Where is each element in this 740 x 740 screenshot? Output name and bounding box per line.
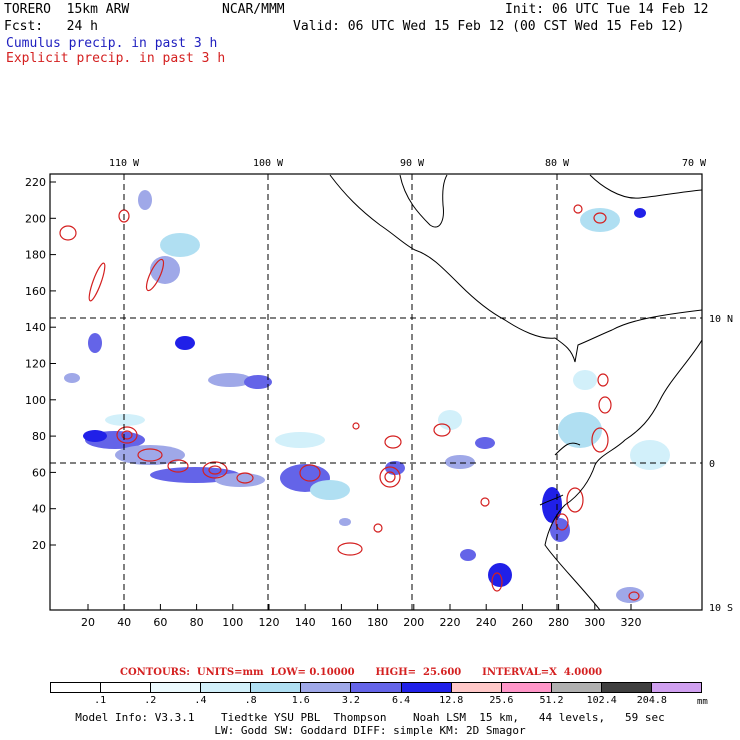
longitude-labels: 110 W 100 W 90 W 80 W 70 W xyxy=(109,158,707,169)
y-tick-label: 40 xyxy=(32,503,46,516)
y-axis-ticks: 220 200 180 160 140 120 100 80 60 40 20 xyxy=(25,176,56,552)
x-tick-label: 280 xyxy=(548,616,569,629)
color-scale-label: .4 xyxy=(194,695,207,706)
latitude-label: 0 xyxy=(709,459,715,470)
color-scale-swatch xyxy=(651,683,702,692)
explicit-precip-contours xyxy=(59,204,640,601)
color-scale-swatch xyxy=(451,683,502,692)
y-tick-label: 180 xyxy=(25,249,46,262)
longitude-label: 100 W xyxy=(253,158,284,169)
explicit-precip-label: Explicit precip. in past 3 h xyxy=(6,51,226,66)
color-scale-label: 51.2 xyxy=(539,695,564,706)
color-scale-label: 1.6 xyxy=(291,695,310,706)
color-scale-swatch xyxy=(51,683,102,692)
latitude-label: 10 N xyxy=(709,314,733,325)
y-tick-label: 80 xyxy=(32,430,46,443)
color-scale-label: 12.8 xyxy=(439,695,464,706)
x-tick-label: 260 xyxy=(512,616,533,629)
lat-lon-grid xyxy=(50,174,702,610)
x-tick-label: 160 xyxy=(331,616,352,629)
coastline xyxy=(329,174,702,610)
model-info-line1: Model Info: V3.3.1 Tiedtke YSU PBL Thomp… xyxy=(75,711,665,724)
units-label: mm xyxy=(697,697,708,707)
color-scale-label: .2 xyxy=(144,695,157,706)
cumulus-precip-label: Cumulus precip. in past 3 h xyxy=(6,36,218,51)
x-axis-ticks: 20 40 60 80 100 120 140 160 180 200 220 240 260 280 30… xyxy=(81,604,642,629)
color-scale-swatch xyxy=(351,683,402,692)
longitude-label: 80 W xyxy=(545,158,570,169)
longitude-label: 70 W xyxy=(682,158,707,169)
x-tick-label: 180 xyxy=(367,616,388,629)
y-tick-label: 20 xyxy=(32,539,46,552)
x-tick-label: 80 xyxy=(190,616,204,629)
color-scale-swatch xyxy=(601,683,652,692)
x-tick-label: 140 xyxy=(295,616,316,629)
color-scale-swatch xyxy=(101,683,152,692)
cumulus-precip-areas xyxy=(64,190,670,603)
x-tick-label: 300 xyxy=(584,616,605,629)
x-tick-label: 200 xyxy=(403,616,424,629)
color-scale-swatch xyxy=(551,683,602,692)
x-tick-label: 20 xyxy=(81,616,95,629)
x-tick-label: 120 xyxy=(259,616,280,629)
color-scale-label: 6.4 xyxy=(392,695,411,706)
color-scale-label: 102.4 xyxy=(586,695,617,706)
x-tick-label: 40 xyxy=(117,616,131,629)
x-tick-label: 60 xyxy=(153,616,167,629)
y-tick-label: 60 xyxy=(32,466,46,479)
color-scale-label: 204.8 xyxy=(636,695,667,706)
color-scale-label: .8 xyxy=(244,695,257,706)
model-title: TORERO 15km ARW xyxy=(4,2,130,17)
y-tick-label: 100 xyxy=(25,394,46,407)
latitude-label: 10 S xyxy=(709,603,733,614)
color-scale-swatch xyxy=(201,683,252,692)
init-time: Init: 06 UTC Tue 14 Feb 12 xyxy=(505,2,709,17)
color-scale-label: .1 xyxy=(94,695,107,706)
color-scale-swatch xyxy=(251,683,302,692)
y-tick-label: 140 xyxy=(25,321,46,334)
longitude-label: 90 W xyxy=(400,158,425,169)
color-scale-bar xyxy=(50,682,702,693)
color-scale-swatch xyxy=(301,683,352,692)
y-tick-label: 220 xyxy=(25,176,46,189)
x-tick-label: 240 xyxy=(476,616,497,629)
forecast-hour: Fcst: 24 h xyxy=(4,19,98,34)
x-tick-label: 320 xyxy=(621,616,642,629)
x-tick-label: 100 xyxy=(222,616,243,629)
color-scale-label: 3.2 xyxy=(341,695,360,706)
color-scale-swatch xyxy=(401,683,452,692)
latitude-labels: 10 N 0 10 S xyxy=(709,314,733,614)
model-info-line2: LW: Godd SW: Goddard DIFF: simple KM: 2D… xyxy=(214,724,526,737)
y-tick-label: 200 xyxy=(25,212,46,225)
longitude-label: 110 W xyxy=(109,158,140,169)
x-tick-label: 220 xyxy=(440,616,461,629)
y-tick-label: 120 xyxy=(25,358,46,371)
contour-legend-text: CONTOURS: UNITS=mm LOW= 0.10000 HIGH= 25… xyxy=(120,667,603,678)
color-scale-swatch xyxy=(501,683,552,692)
color-scale-labels: .1 .2 .4 .8 1.6 3.2 6.4 12.8 25.6 51.2 102.4 204.8 xyxy=(50,695,702,707)
map-frame xyxy=(49,173,703,611)
valid-time: Valid: 06 UTC Wed 15 Feb 12 (00 CST Wed … xyxy=(293,19,685,34)
y-tick-label: 160 xyxy=(25,285,46,298)
color-scale-swatch xyxy=(151,683,202,692)
color-scale-label: 25.6 xyxy=(489,695,514,706)
organization: NCAR/MMM xyxy=(222,2,285,17)
